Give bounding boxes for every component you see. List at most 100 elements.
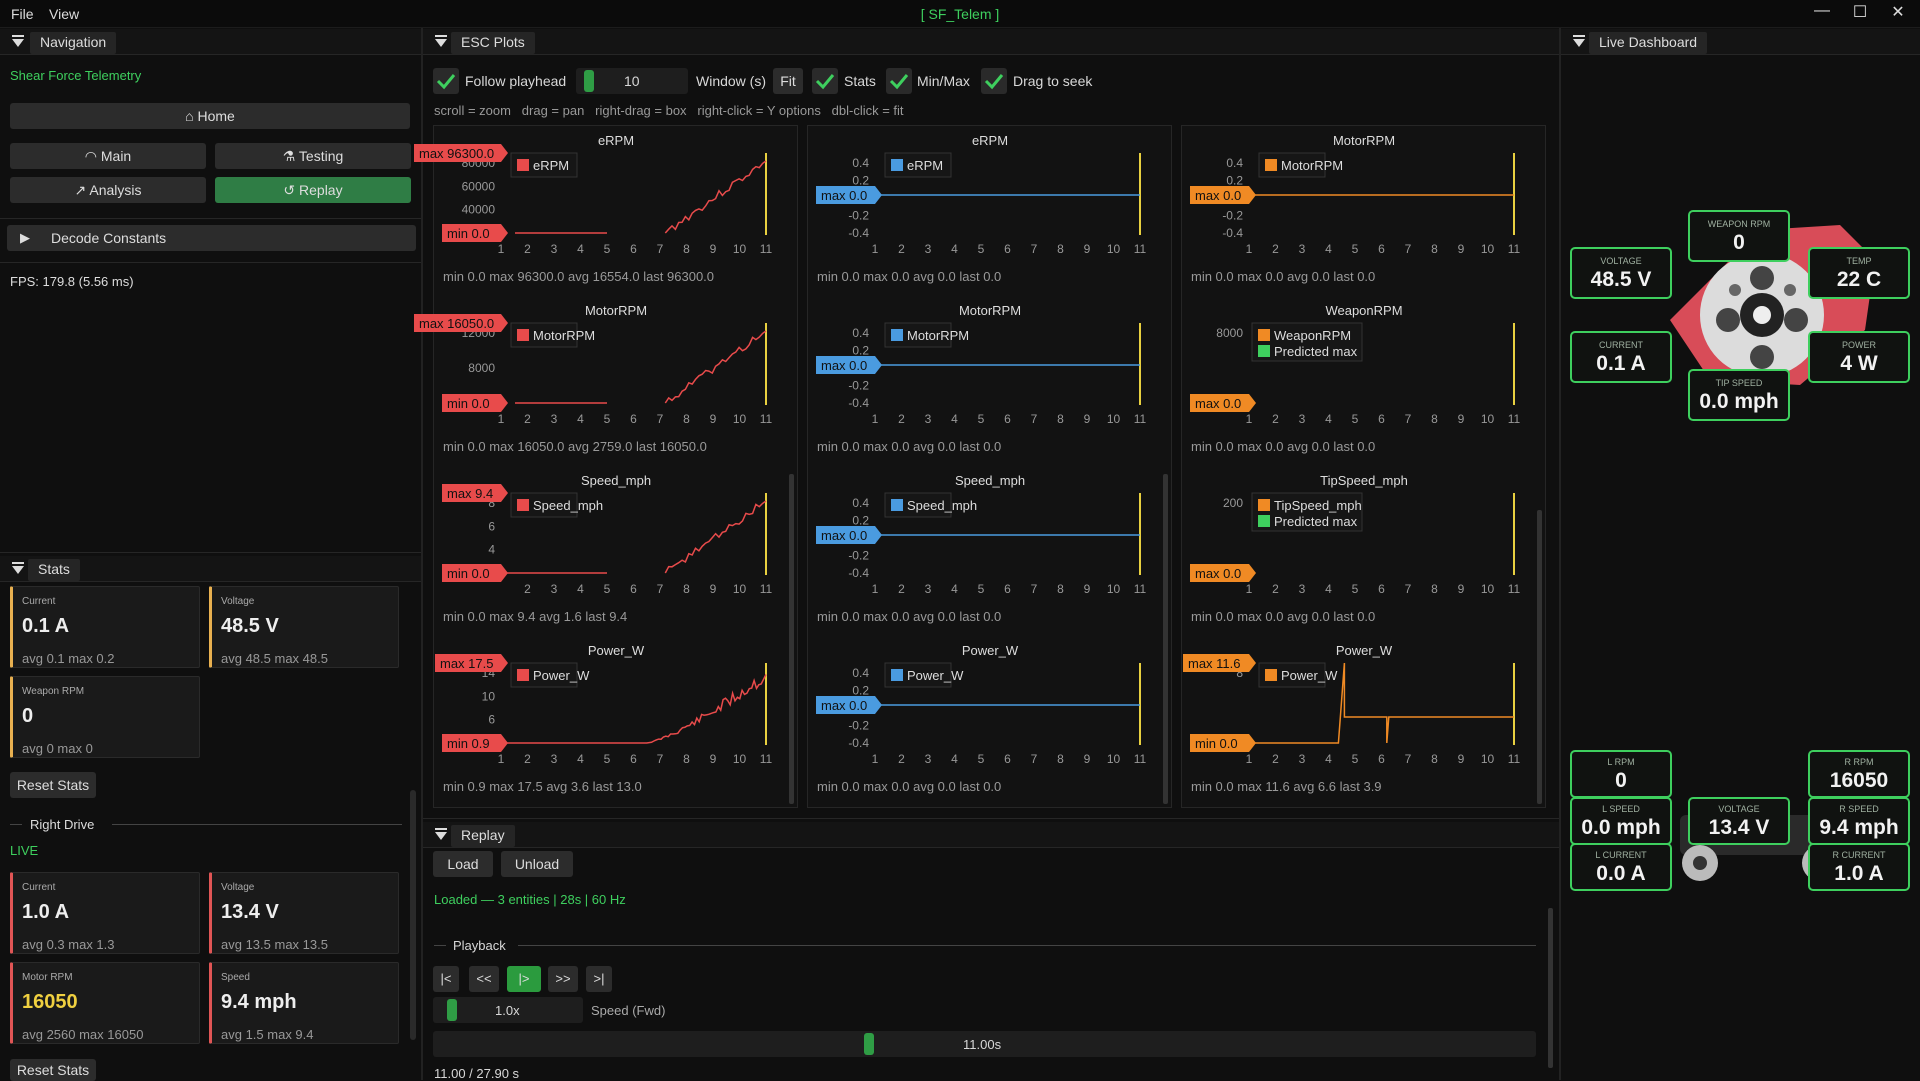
plot-scrollbar[interactable]: [1163, 474, 1168, 804]
x-tick-label: 5: [604, 752, 611, 766]
x-tick-label: 6: [630, 412, 637, 426]
dash-tip-speed: TIP SPEED 0.0 mph: [1688, 369, 1790, 421]
tab-replay[interactable]: Replay: [451, 825, 515, 847]
dash-value: 1.0 A: [1834, 862, 1884, 885]
collapse-icon[interactable]: [435, 39, 447, 47]
collapse-icon[interactable]: [435, 832, 447, 840]
dash-value: 0.0 mph: [1699, 390, 1779, 413]
seek-slider[interactable]: 11.00s: [433, 1031, 1536, 1057]
collapse-icon[interactable]: [1573, 39, 1585, 47]
menu-view[interactable]: View: [49, 6, 80, 22]
esc-plots-canvas[interactable]: eRPM800006000040000200001234567891011eRP…: [0, 0, 1560, 815]
left-splitter[interactable]: [421, 28, 423, 1080]
close-button[interactable]: ✕: [1891, 4, 1905, 21]
speed-slider[interactable]: 1.0x: [433, 997, 583, 1023]
legend-swatch: [891, 669, 903, 681]
stat-sub: avg 0.3 max 1.3: [22, 937, 115, 952]
replay-scrollbar[interactable]: [1548, 908, 1553, 1068]
slider-handle[interactable]: [584, 70, 594, 92]
stats-scrollbar[interactable]: [410, 790, 416, 1040]
stat-label: Speed: [221, 972, 250, 983]
seek-handle[interactable]: [864, 1033, 874, 1055]
maximize-button[interactable]: ☐: [1852, 4, 1868, 21]
value-badge: [1183, 654, 1256, 672]
x-tick-label: 7: [1405, 582, 1412, 596]
y-tick-label: 200: [1223, 496, 1243, 510]
dash-label: WEAPON RPM: [1707, 219, 1771, 229]
x-tick-label: 4: [577, 242, 584, 256]
check-icon: [436, 74, 456, 90]
plot-title: eRPM: [598, 133, 634, 148]
reset-stats-button-2[interactable]: Reset Stats: [10, 1059, 96, 1081]
y-tick-label: -0.4: [848, 226, 869, 240]
slider-handle[interactable]: [447, 999, 457, 1021]
legend-label: Speed_mph: [907, 498, 977, 513]
stats-label: Stats: [844, 73, 876, 89]
plot-stats: min 0.0 max 0.0 avg 0.0 last 0.0: [1191, 269, 1375, 284]
menu-file[interactable]: File: [11, 6, 34, 22]
dash-l-speed: L SPEED 0.0 mph: [1570, 797, 1672, 845]
follow-playhead-checkbox[interactable]: [433, 68, 459, 94]
dash-label: L CURRENT: [1595, 850, 1647, 860]
legend-label: MotorRPM: [1281, 158, 1343, 173]
dash-value: 48.5 V: [1590, 268, 1652, 291]
x-tick-label: 7: [1405, 752, 1412, 766]
rewind-button[interactable]: <<: [469, 966, 499, 992]
reset-stats-button[interactable]: Reset Stats: [10, 772, 96, 798]
decode-constants-toggle[interactable]: ▶ Decode Constants: [7, 225, 416, 251]
esc-plots-header: ESC Plots: [423, 29, 1559, 55]
robot-bolt: [1750, 345, 1774, 369]
drag-to-seek-checkbox[interactable]: [981, 68, 1007, 94]
play-button[interactable]: |>: [507, 966, 541, 992]
value-badge: [442, 224, 508, 242]
x-tick-label: 9: [1084, 582, 1091, 596]
skip-end-button[interactable]: >|: [586, 966, 612, 992]
x-tick-label: 7: [1405, 242, 1412, 256]
dash-value: 0.1 A: [1596, 352, 1646, 375]
skip-start-button[interactable]: |<: [433, 966, 459, 992]
dash-value: 0.0 A: [1596, 862, 1646, 885]
x-tick-label: 2: [524, 582, 531, 596]
x-tick-label: 5: [978, 412, 985, 426]
unload-button[interactable]: Unload: [501, 851, 573, 877]
dash-voltage: VOLTAGE 48.5 V: [1570, 247, 1672, 299]
collapse-icon[interactable]: [12, 566, 24, 574]
replay-label: Replay: [299, 182, 343, 198]
stats-checkbox[interactable]: [812, 68, 838, 94]
stat-value: 0.1 A: [22, 615, 70, 637]
load-button[interactable]: Load: [433, 851, 493, 877]
tab-live-dashboard[interactable]: Live Dashboard: [1589, 32, 1708, 54]
legend-swatch: [891, 329, 903, 341]
analysis-button[interactable]: ↗ Analysis: [10, 177, 206, 203]
fps-readout: FPS: 179.8 (5.56 ms): [10, 274, 134, 289]
tab-navigation[interactable]: Navigation: [30, 32, 117, 54]
badge-label: max 0.0: [821, 188, 867, 203]
fast-forward-button[interactable]: >>: [548, 966, 578, 992]
testing-button[interactable]: ⚗ Testing: [215, 143, 411, 169]
x-tick-label: 11: [1508, 412, 1521, 426]
legend-box: [510, 662, 578, 688]
tab-stats[interactable]: Stats: [28, 559, 80, 581]
minimize-button[interactable]: —: [1814, 2, 1830, 19]
x-tick-label: 4: [1325, 412, 1332, 426]
collapse-icon[interactable]: [12, 39, 24, 47]
tab-esc-plots[interactable]: ESC Plots: [451, 32, 535, 54]
y-tick-label: 0.2: [852, 514, 869, 528]
value-badge: [816, 186, 882, 204]
fit-button[interactable]: Fit: [773, 68, 803, 94]
home-button[interactable]: ⌂ Home: [10, 103, 410, 129]
plot-scrollbar[interactable]: [789, 474, 794, 804]
right-splitter[interactable]: [1559, 28, 1561, 1080]
series-line: [515, 160, 767, 234]
stat-label: Voltage: [221, 882, 255, 893]
y-tick-label: -0.4: [848, 566, 869, 580]
replay-button[interactable]: ↺ Replay: [215, 177, 411, 203]
minmax-checkbox[interactable]: [886, 68, 912, 94]
dash-value: 22 C: [1836, 268, 1882, 291]
main-button[interactable]: ◠ Main: [10, 143, 206, 169]
y-tick-label: -0.4: [1222, 226, 1243, 240]
badge-label: max 16050.0: [419, 316, 494, 331]
plot-scrollbar[interactable]: [1537, 510, 1542, 804]
legend-swatch: [1258, 499, 1270, 511]
window-slider[interactable]: 10: [576, 68, 688, 94]
